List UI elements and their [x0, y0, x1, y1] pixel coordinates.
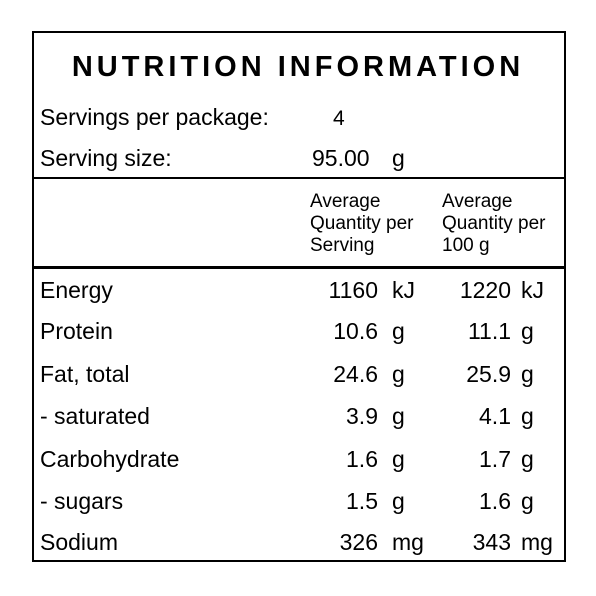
serving-value: 3.9 — [346, 403, 378, 429]
table-divider — [32, 266, 566, 269]
per100-value: 343 — [472, 529, 511, 555]
serving-value: 1160 — [328, 277, 378, 303]
serving-value: 1.6 — [346, 446, 378, 472]
serving-size-unit: g — [392, 145, 405, 171]
serving-value: 10.6 — [333, 318, 378, 344]
serving-unit: g — [392, 403, 405, 429]
serving-value: 1.5 — [346, 488, 378, 514]
serving-unit: mg — [392, 529, 424, 555]
nutrient-name: Carbohydrate — [40, 446, 180, 472]
nutrient-name: - sugars — [40, 488, 124, 514]
nutrient-name: Energy — [40, 277, 113, 303]
nutrient-name: Sodium — [40, 529, 118, 555]
per100-unit: g — [521, 403, 534, 429]
per100-unit: kJ — [521, 277, 544, 303]
nutrient-name: Protein — [40, 318, 113, 344]
column-header-per-serving: Average Quantity per Serving — [310, 191, 414, 256]
per100-value: 1.7 — [479, 446, 511, 472]
serving-value: 326 — [339, 529, 378, 555]
per100-unit: mg — [521, 529, 553, 555]
serving-size-value: 95.00 — [312, 145, 370, 171]
nutrition-panel — [32, 31, 566, 562]
per100-value: 11.1 — [467, 318, 511, 344]
per100-value: 4.1 — [479, 403, 511, 429]
per100-unit: g — [521, 446, 534, 472]
per100-unit: g — [521, 361, 534, 387]
panel-title: NUTRITION INFORMATION — [71, 51, 525, 83]
per100-value: 25.9 — [466, 361, 511, 387]
serving-unit: g — [392, 318, 405, 344]
nutrient-name: - saturated — [40, 403, 150, 429]
header-divider — [32, 177, 566, 179]
servings-value: 4 — [333, 107, 345, 130]
per100-value: 1220 — [459, 277, 511, 303]
per100-value: 1.6 — [479, 488, 511, 514]
serving-unit: g — [392, 488, 405, 514]
per100-unit: g — [521, 318, 534, 344]
serving-unit: g — [392, 361, 405, 387]
servings-label: Servings per package: — [40, 104, 269, 130]
serving-unit: g — [392, 446, 405, 472]
column-header-per-100g: Average Quantity per 100 g — [442, 191, 546, 256]
per100-unit: g — [521, 488, 534, 514]
serving-value: 24.6 — [333, 361, 378, 387]
nutrient-name: Fat, total — [40, 361, 130, 387]
serving-unit: kJ — [392, 277, 415, 303]
serving-size-label: Serving size: — [40, 145, 172, 171]
